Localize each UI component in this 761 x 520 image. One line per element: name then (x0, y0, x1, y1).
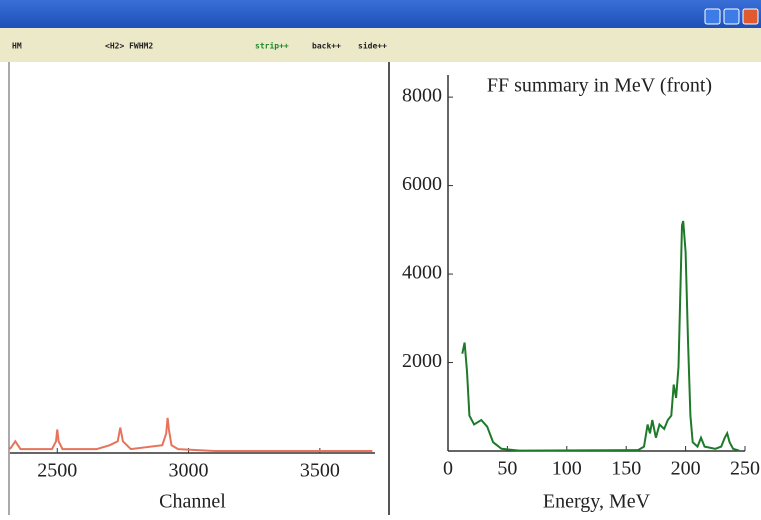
minimize-button[interactable] (704, 8, 721, 25)
x-axis-label: Energy, MeV (543, 491, 651, 513)
left-panel (0, 62, 388, 515)
close-button[interactable] (742, 8, 759, 25)
x-tick-label: 3000 (169, 460, 209, 482)
x-axis-label: Channel (159, 491, 226, 513)
chart-title: FF summary in MeV (front) (487, 75, 712, 97)
x-tick-label: 2500 (37, 460, 77, 482)
data-line (461, 220, 740, 452)
x-tick-label: 0 (443, 458, 453, 480)
toolbar-item[interactable]: side++ (358, 41, 387, 51)
x-tick-label: 200 (671, 458, 701, 480)
y-tick-label: 8000 (402, 85, 442, 107)
toolbar (0, 28, 761, 62)
x-tick-label: 150 (611, 458, 641, 480)
x-tick-label: 3500 (300, 460, 340, 482)
maximize-button[interactable] (723, 8, 740, 25)
x-tick-label: 100 (552, 458, 582, 480)
x-tick-label: 50 (497, 458, 517, 480)
toolbar-item[interactable]: HM (12, 42, 22, 51)
x-tick-label: 250 (730, 458, 760, 480)
toolbar-item[interactable]: strip++ (255, 41, 289, 51)
data-line (9, 417, 373, 452)
right-panel (390, 62, 761, 515)
toolbar-item[interactable]: <H2> FWHM2 (105, 42, 153, 51)
toolbar-item[interactable]: back++ (312, 42, 341, 51)
y-tick-label: 4000 (402, 262, 442, 284)
title-bar (0, 0, 761, 28)
y-tick-label: 2000 (402, 350, 442, 372)
y-tick-label: 6000 (402, 173, 442, 195)
